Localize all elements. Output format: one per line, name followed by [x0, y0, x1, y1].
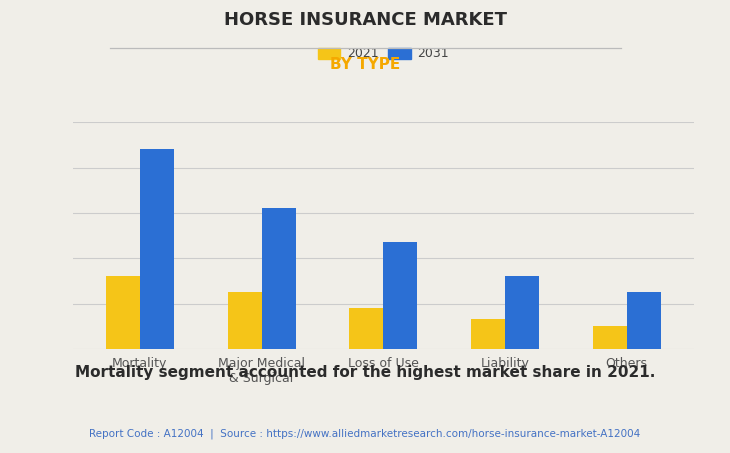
Text: Mortality segment accounted for the highest market share in 2021.: Mortality segment accounted for the high… [74, 365, 656, 380]
Bar [471, 319, 505, 349]
Bar [349, 308, 383, 349]
Bar [261, 208, 296, 349]
Bar [593, 326, 626, 349]
Text: Report Code : A12004  |  Source : https://www.alliedmarketresearch.com/horse-ins: Report Code : A12004 | Source : https://… [89, 428, 641, 439]
Legend: 2021, 2031: 2021, 2031 [313, 43, 453, 66]
Text: BY TYPE: BY TYPE [330, 57, 400, 72]
Bar [140, 149, 174, 349]
Text: HORSE INSURANCE MARKET: HORSE INSURANCE MARKET [223, 11, 507, 29]
Bar [383, 242, 418, 349]
Bar [106, 276, 140, 349]
Bar [228, 292, 261, 349]
Bar [626, 292, 661, 349]
Bar [505, 276, 539, 349]
